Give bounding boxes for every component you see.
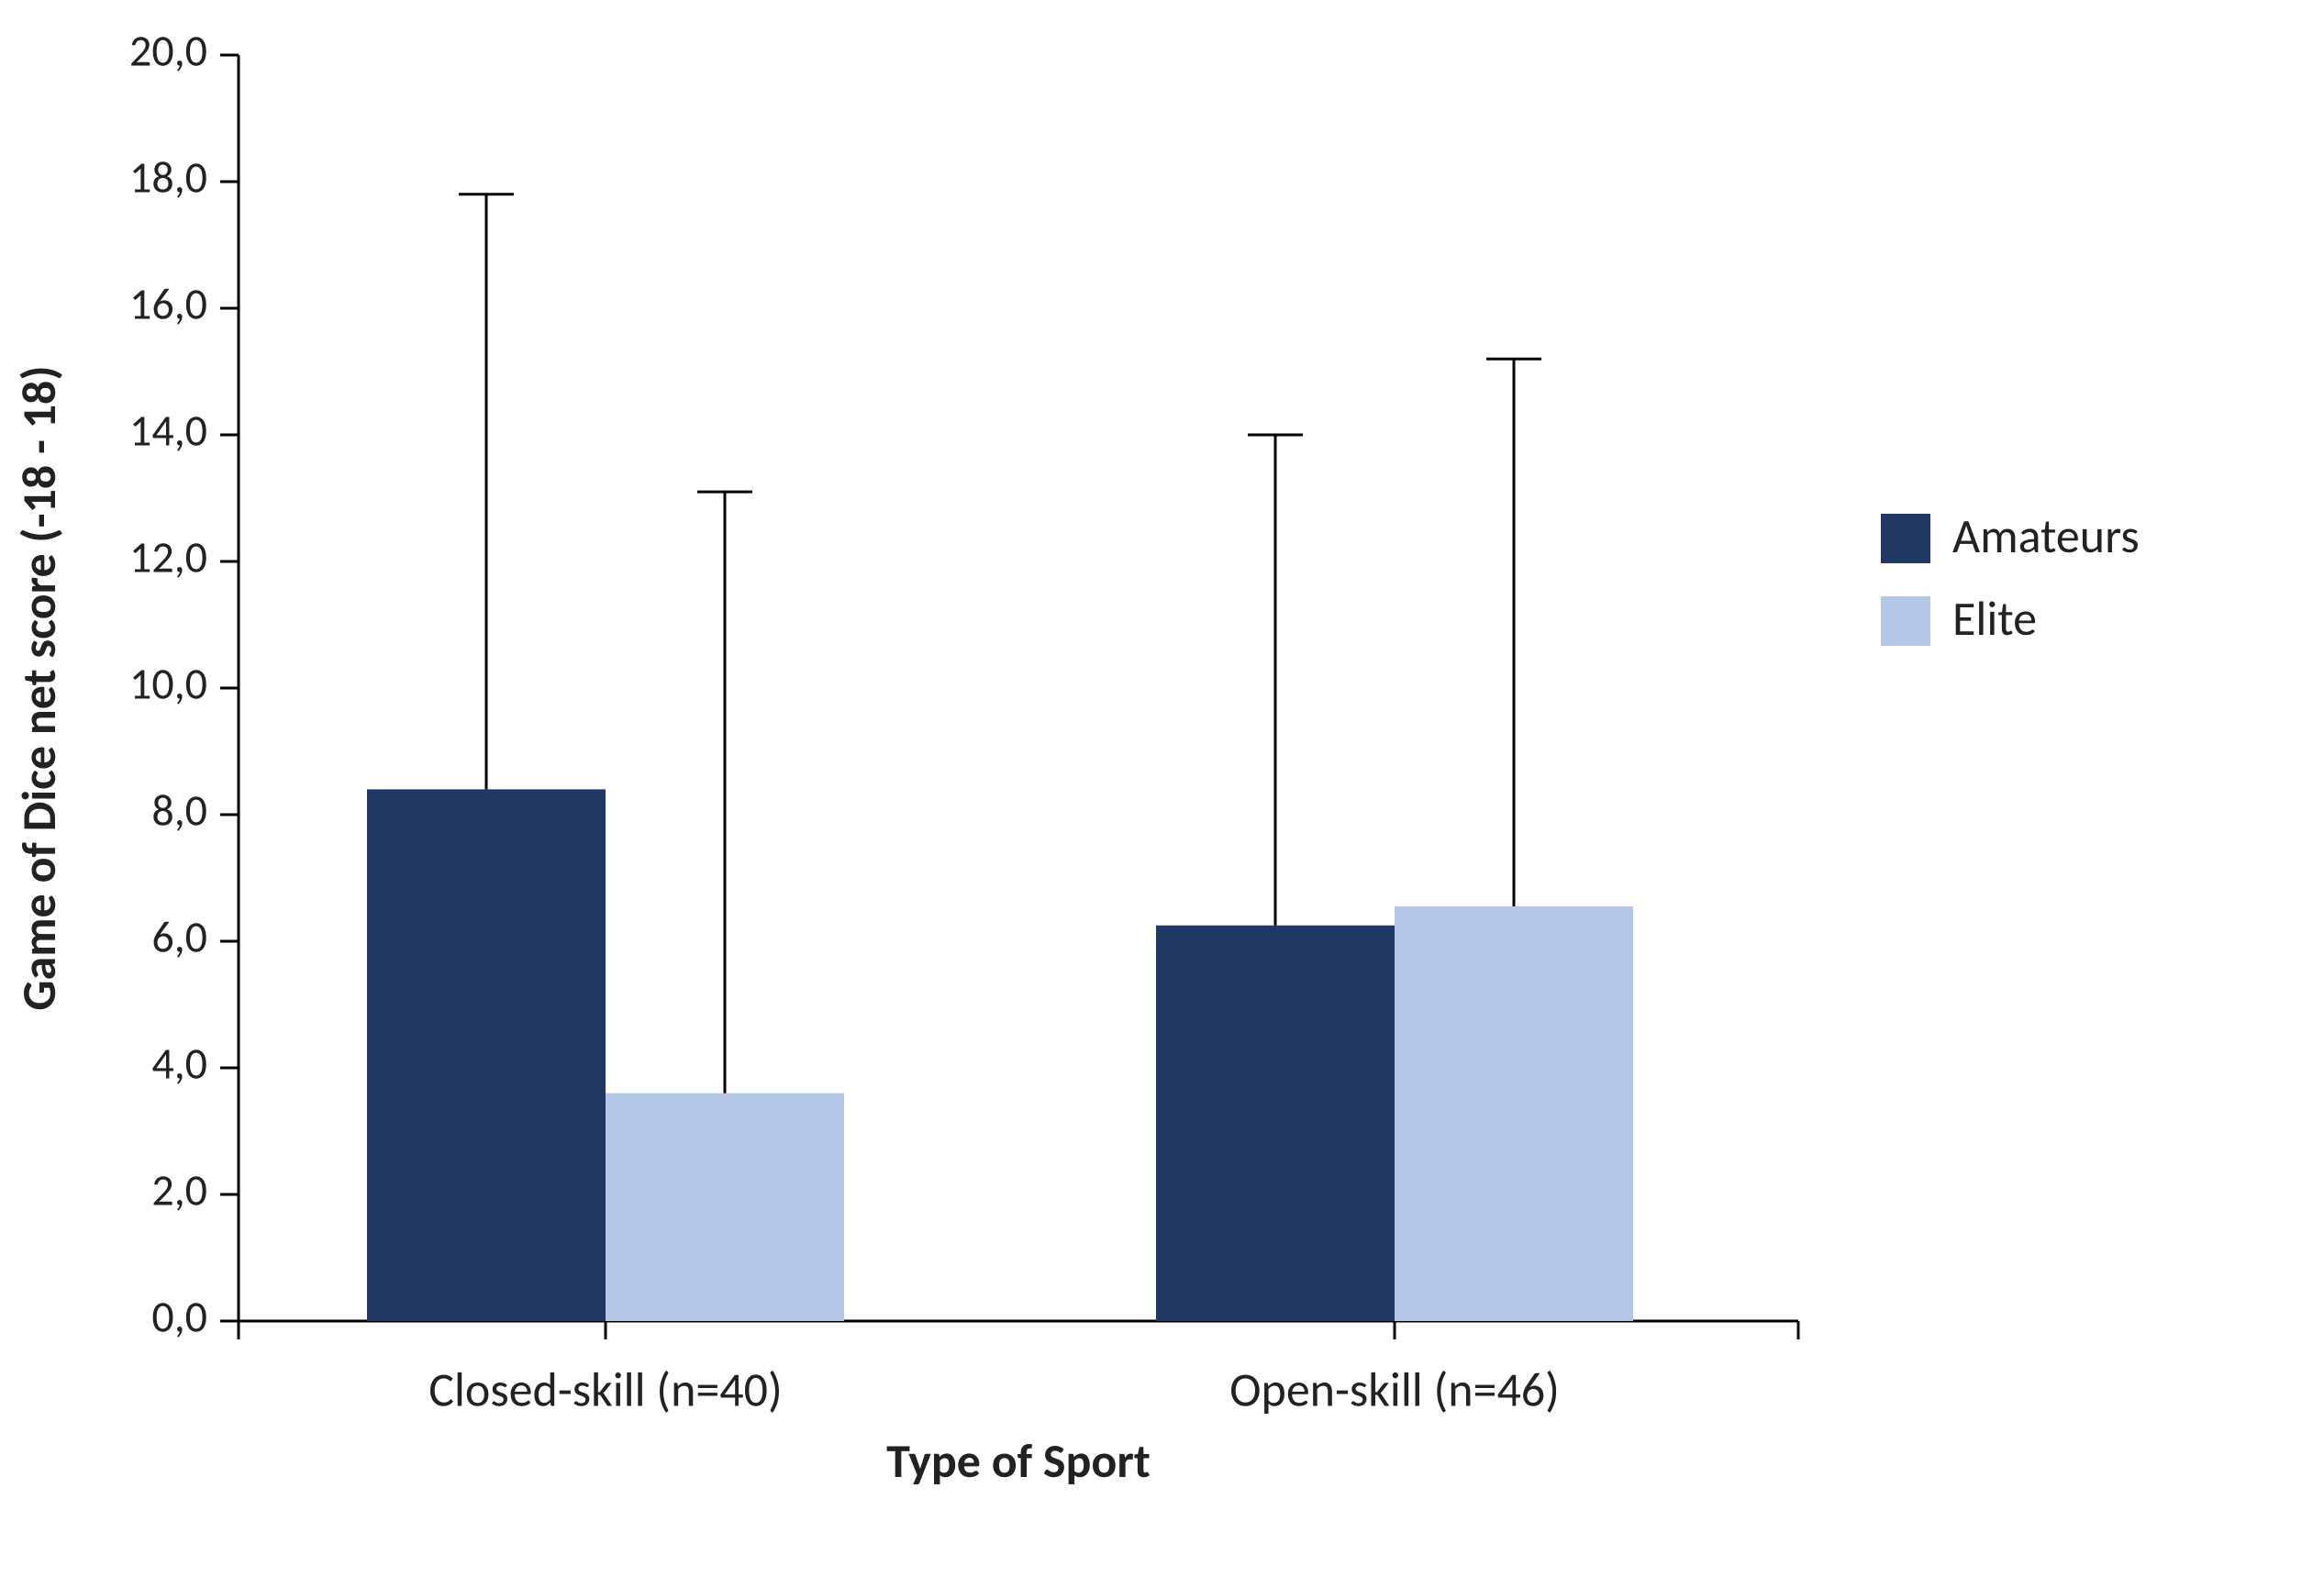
chart-background [0, 0, 2324, 1588]
y-tick-label: 4,0 [151, 1036, 207, 1090]
x-axis-label: Type of Sport [886, 1431, 1151, 1490]
bar-elite-0 [606, 1094, 844, 1321]
legend-swatch-amateurs [1881, 514, 1930, 563]
y-tick-label: 12,0 [129, 529, 207, 583]
chart-container: 0,0 2,0 4,0 6,0 8,0 10,0 12,0 14,0 16,0 18,0 20,0 C… [0, 0, 2324, 1588]
y-tick-label: 16,0 [129, 276, 207, 330]
legend-label-amateurs: Amateurs [1952, 506, 2140, 565]
bar-amateurs-0 [367, 789, 606, 1321]
bar-elite-1 [1395, 906, 1633, 1321]
y-tick-label: 0,0 [151, 1289, 207, 1343]
bar-amateurs-1 [1156, 926, 1395, 1321]
y-tick-label: 20,0 [129, 23, 207, 77]
category-label: Open-skill (n=46) [1229, 1360, 1560, 1418]
y-axis-label: Game of Dice net score (-18 - 18) [9, 365, 68, 1010]
y-tick-label: 2,0 [151, 1162, 207, 1216]
legend-label-elite: Elite [1952, 589, 2037, 648]
category-label: Closed-skill (n=40) [428, 1360, 783, 1418]
bar-chart: 0,0 2,0 4,0 6,0 8,0 10,0 12,0 14,0 16,0 18,0 20,0 C… [0, 0, 2324, 1588]
y-tick-label: 6,0 [151, 909, 207, 963]
y-tick-label: 18,0 [129, 150, 207, 204]
y-tick-label: 8,0 [151, 783, 207, 837]
legend-swatch-elite [1881, 596, 1930, 646]
y-tick-label: 10,0 [129, 656, 207, 710]
y-tick-label: 14,0 [129, 403, 207, 457]
